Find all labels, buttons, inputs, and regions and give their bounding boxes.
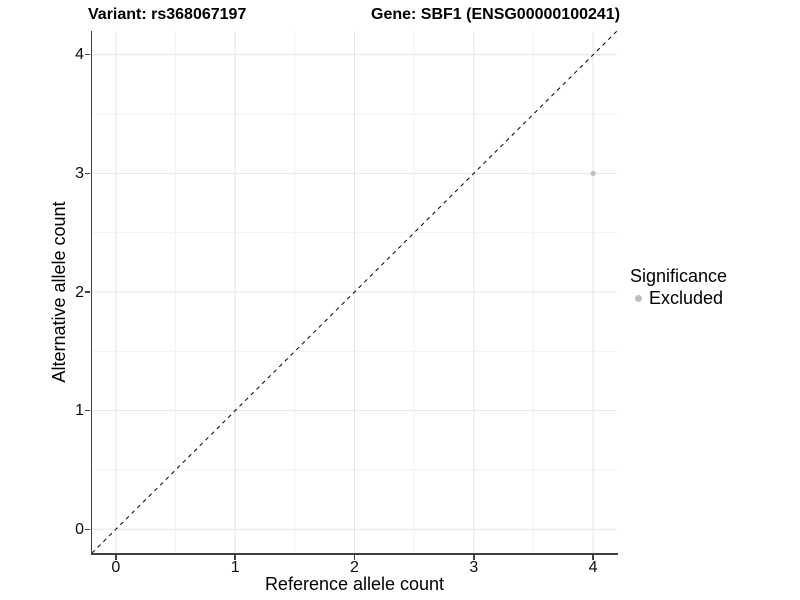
y-axis-tick-mark xyxy=(85,409,90,412)
x-axis-tick-label: 4 xyxy=(588,559,598,576)
y-axis-tick-label: 4 xyxy=(75,46,84,64)
plot-title-gene: Gene: SBF1 (ENSG00000100241) xyxy=(371,6,621,23)
y-axis-tick-mark xyxy=(85,291,90,293)
y-axis-tick-label: 2 xyxy=(75,283,84,301)
x-axis-tick-label: 0 xyxy=(111,559,121,576)
legend-point-icon xyxy=(635,295,642,302)
y-axis-label: Alternative allele count xyxy=(49,201,69,383)
x-axis-tick-mark xyxy=(353,554,356,560)
y-axis-tick-label: 0 xyxy=(75,520,84,538)
y-axis-line xyxy=(90,31,92,555)
y-axis-tick-label: 3 xyxy=(75,164,84,182)
x-axis-tick-mark xyxy=(234,554,236,560)
y-axis-tick-mark xyxy=(85,53,90,56)
x-axis-tick-label: 2 xyxy=(350,559,359,576)
x-axis-tick-label: 3 xyxy=(469,559,479,576)
x-axis-tick-mark xyxy=(115,554,117,560)
y-axis-tick-mark xyxy=(85,528,90,531)
x-axis-tick-label: 1 xyxy=(230,559,240,576)
legend-title: Significance xyxy=(630,266,728,286)
x-axis-tick-mark xyxy=(473,554,475,560)
legend-item: Excluded xyxy=(630,288,727,309)
x-axis-label: Reference allele count xyxy=(264,574,445,594)
data-point xyxy=(590,170,596,176)
x-axis-tick-mark xyxy=(592,554,594,560)
legend-items: Excluded xyxy=(630,288,727,309)
y-axis-tick-label: 1 xyxy=(75,402,84,420)
plot-title-variant: Variant: rs368067197 xyxy=(88,6,247,23)
legend: Significance Excluded xyxy=(630,266,727,309)
x-axis-line xyxy=(90,553,618,555)
legend-item-label: Excluded xyxy=(649,288,724,308)
plot-canvas xyxy=(91,30,618,554)
y-axis-tick-mark xyxy=(85,172,90,175)
identity-dashed-line xyxy=(91,30,618,554)
plot-panel xyxy=(91,30,618,554)
